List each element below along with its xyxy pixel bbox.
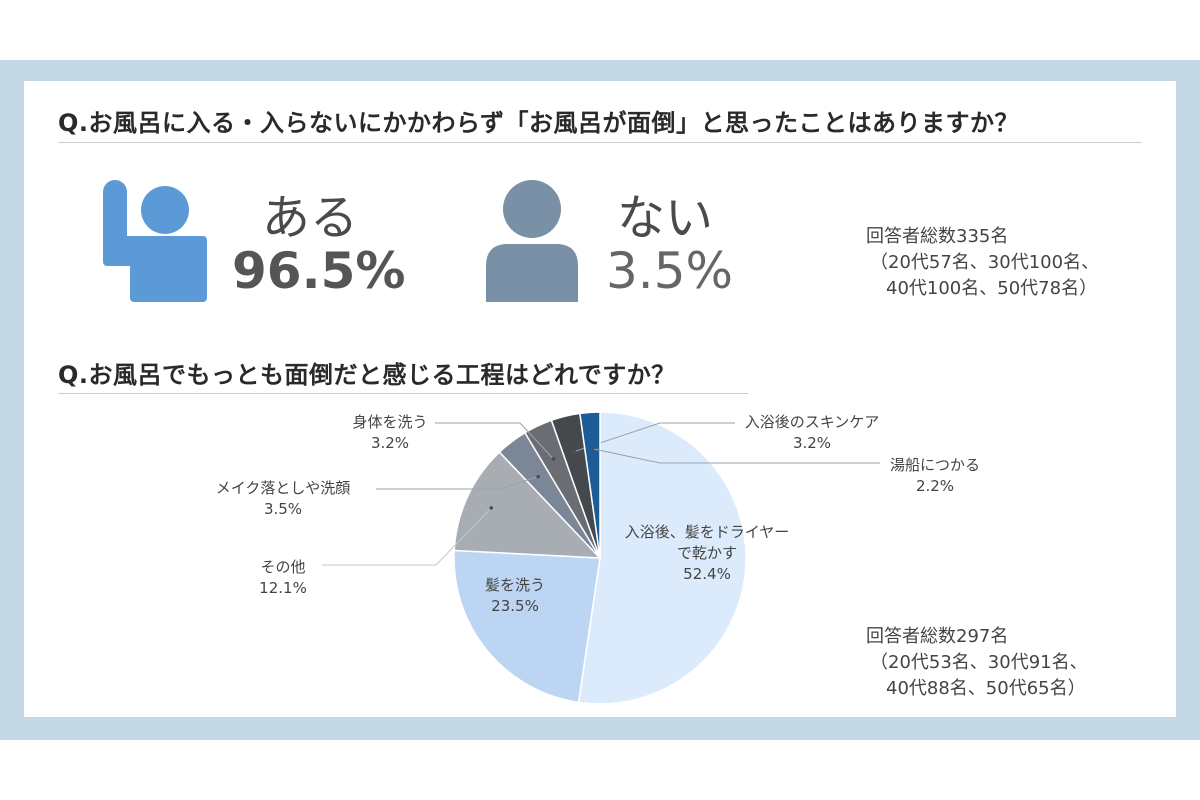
q1-respondent-breakdown-1: （20代57名、30代100名、 [870,252,1100,273]
raised-hand-person-icon [103,180,207,302]
yes-label: ある [262,190,359,246]
slice-category-label-1: 入浴後、髪をドライヤー [625,523,790,541]
no-percentage: 3.5% [606,242,734,300]
leader-line-7 [592,448,880,464]
no-label: ない [617,190,714,246]
person-icon [486,180,578,302]
pie-slice-3 [453,451,602,559]
slice-category-label-4: メイク落としや洗顔 [216,479,351,497]
leader-dot-4 [536,474,540,479]
slice-value-label-6: 3.2% [793,434,831,452]
pie-slice-7 [579,411,601,559]
question-2-title: Q.お風呂でもっとも面倒だと感じる工程はどれですか？ [58,361,676,389]
question-1-title: Q.お風呂に入る・入らないにかかわらず「お風呂が面倒」と思ったことはありますか？ [58,109,1020,137]
question-2-divider [58,393,748,394]
leader-line-5 [435,422,554,460]
question-1-divider [58,142,1142,143]
q2-respondent-breakdown-1: （20代53名、30代91名、 [870,652,1088,673]
slice-category-label-5: 身体を洗う [352,413,427,431]
slice-value-label-5: 3.2% [371,434,409,452]
leader-dot-7 [590,446,595,451]
slice-category-label-6: 入浴後のスキンケア [745,413,880,431]
slice-value-label-1: 52.4% [683,565,731,583]
leader-line-3 [322,507,492,566]
yes-percentage: 96.5% [232,242,406,300]
slice-category-label-7: 湯船につかる [890,456,980,474]
slice-category-label-3: その他 [260,558,305,576]
slice-value-label-3: 12.1% [259,579,307,597]
leader-line-6 [573,422,735,453]
leader-dot-3 [489,506,494,510]
q1-respondent-breakdown-2: 40代100名、50代78名） [886,278,1098,299]
slice-value-label-7: 2.2% [916,477,954,495]
pie-slice-2 [453,549,601,704]
slice-value-label-4: 3.5% [264,500,302,518]
pie-slice-1 [577,411,747,705]
q2-respondent-total: 回答者総数297名 [866,626,1009,647]
leader-dot-6 [572,449,576,454]
slice-category-label-2: 髪を洗う [485,576,545,594]
slice-value-label-2: 23.5% [491,597,539,615]
leader-line-4 [376,476,539,490]
slice-category-label-1: で乾かす [677,544,737,562]
q1-respondent-total: 回答者総数335名 [866,226,1009,247]
leader-dot-5 [551,457,556,461]
q2-respondent-breakdown-2: 40代88名、50代65名） [886,678,1086,699]
